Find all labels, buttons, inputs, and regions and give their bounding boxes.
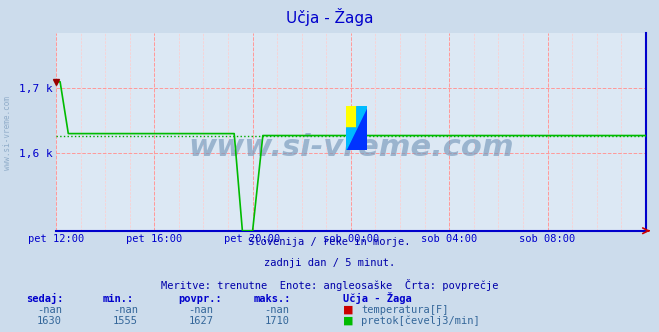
Text: Učja - Žaga: Učja - Žaga xyxy=(286,8,373,26)
Text: ■: ■ xyxy=(343,305,353,315)
Text: 1627: 1627 xyxy=(188,316,214,326)
Text: -nan: -nan xyxy=(113,305,138,315)
Text: Učja - Žaga: Učja - Žaga xyxy=(343,292,411,304)
Text: povpr.:: povpr.: xyxy=(178,294,221,304)
Text: sedaj:: sedaj: xyxy=(26,293,64,304)
Text: pretok[čevelj3/min]: pretok[čevelj3/min] xyxy=(361,315,480,326)
Text: maks.:: maks.: xyxy=(254,294,291,304)
Polygon shape xyxy=(346,107,367,150)
Text: ■: ■ xyxy=(343,316,353,326)
Text: Slovenija / reke in morje.: Slovenija / reke in morje. xyxy=(248,237,411,247)
Text: Meritve: trenutne  Enote: angleosaške  Črta: povprečje: Meritve: trenutne Enote: angleosaške Črt… xyxy=(161,279,498,290)
Text: 1710: 1710 xyxy=(264,316,289,326)
Text: 1555: 1555 xyxy=(113,316,138,326)
Text: temperatura[F]: temperatura[F] xyxy=(361,305,449,315)
Text: -nan: -nan xyxy=(264,305,289,315)
Text: -nan: -nan xyxy=(37,305,62,315)
Polygon shape xyxy=(357,107,367,128)
Text: min.:: min.: xyxy=(102,294,133,304)
Text: www.si-vreme.com: www.si-vreme.com xyxy=(188,133,514,162)
Text: zadnji dan / 5 minut.: zadnji dan / 5 minut. xyxy=(264,258,395,268)
Polygon shape xyxy=(346,107,357,128)
Polygon shape xyxy=(346,128,357,150)
Text: -nan: -nan xyxy=(188,305,214,315)
Text: 1630: 1630 xyxy=(37,316,62,326)
Text: www.si-vreme.com: www.si-vreme.com xyxy=(3,96,13,170)
